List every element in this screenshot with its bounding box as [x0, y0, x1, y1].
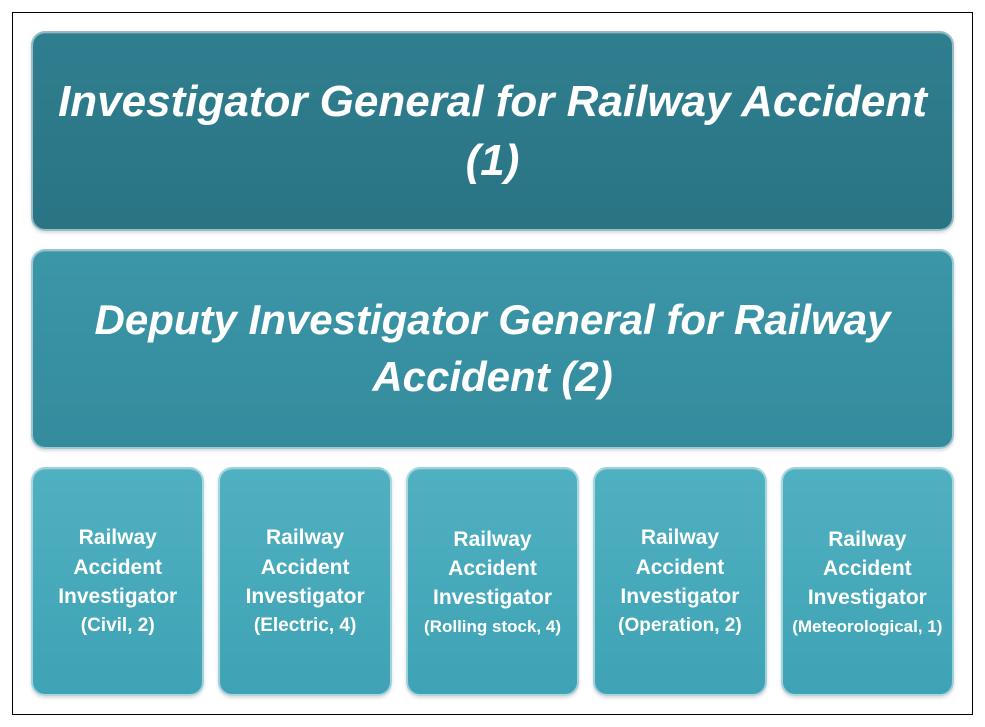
level3-subtitle: (Civil, 2): [81, 613, 155, 640]
level3-box-electric: Railway Accident Investigator (Electric,…: [218, 467, 391, 696]
level3-subtitle: (Meteorological, 1): [792, 615, 942, 639]
level3-line3: Investigator: [433, 583, 552, 612]
level1-box: Investigator General for Railway Acciden…: [31, 31, 954, 231]
level3-line3: Investigator: [620, 582, 739, 611]
level3-line1: Railway: [266, 523, 344, 552]
level3-line2: Accident: [73, 553, 162, 582]
level3-line3: Investigator: [246, 582, 365, 611]
level3-line1: Railway: [79, 523, 157, 552]
level2-box: Deputy Investigator General for Railway …: [31, 249, 954, 449]
level3-subtitle: (Electric, 4): [254, 613, 356, 640]
level3-line2: Accident: [636, 553, 725, 582]
level3-subtitle: (Operation, 2): [618, 613, 742, 640]
level3-line1: Railway: [453, 525, 531, 554]
level3-line3: Investigator: [808, 583, 927, 612]
level3-line3: Investigator: [58, 582, 177, 611]
level3-box-rolling-stock: Railway Accident Investigator (Rolling s…: [406, 467, 579, 696]
level3-line2: Accident: [261, 553, 350, 582]
level3-line1: Railway: [641, 523, 719, 552]
level3-box-operation: Railway Accident Investigator (Operation…: [593, 467, 766, 696]
level3-line1: Railway: [828, 525, 906, 554]
level3-box-civil: Railway Accident Investigator (Civil, 2): [31, 467, 204, 696]
level3-line2: Accident: [823, 554, 912, 583]
level3-subtitle: (Rolling stock, 4): [424, 615, 561, 639]
level3-box-meteorological: Railway Accident Investigator (Meteorolo…: [781, 467, 954, 696]
level1-label: Investigator General for Railway Acciden…: [53, 72, 932, 191]
level3-line2: Accident: [448, 554, 537, 583]
org-chart-container: Investigator General for Railway Acciden…: [12, 12, 973, 715]
level3-row: Railway Accident Investigator (Civil, 2)…: [31, 467, 954, 696]
level2-label: Deputy Investigator General for Railway …: [53, 292, 932, 405]
